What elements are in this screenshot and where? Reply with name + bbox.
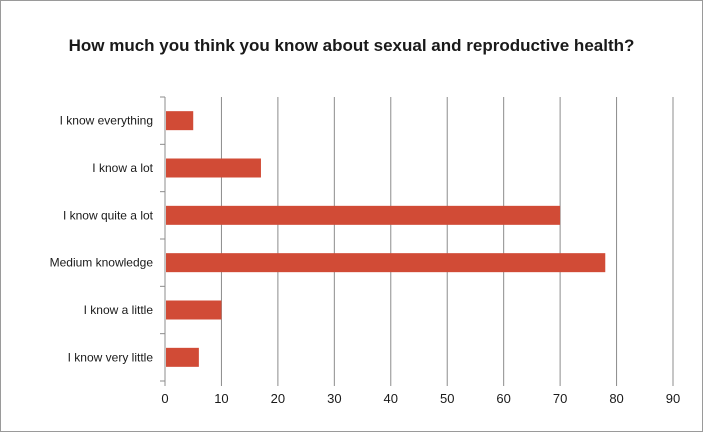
bars xyxy=(166,111,605,367)
x-tick-label: 10 xyxy=(214,391,228,406)
bar xyxy=(166,159,261,178)
bar xyxy=(166,206,560,225)
x-tick-label: 60 xyxy=(496,391,510,406)
axes xyxy=(160,97,673,386)
x-tick-label: 80 xyxy=(609,391,623,406)
bar xyxy=(166,301,221,320)
x-tick-label: 20 xyxy=(271,391,285,406)
bar xyxy=(166,111,193,130)
x-tick-label: 50 xyxy=(440,391,454,406)
bar xyxy=(166,348,199,367)
x-tick-label: 0 xyxy=(161,391,168,406)
category-label: I know a lot xyxy=(92,161,153,175)
category-label: I know everything xyxy=(60,114,153,128)
bar xyxy=(166,253,605,272)
x-tick-label: 70 xyxy=(553,391,567,406)
gridlines xyxy=(221,97,673,381)
category-label: I know a little xyxy=(84,303,154,317)
category-label: I know quite a lot xyxy=(63,208,154,222)
category-label: I know very little xyxy=(68,350,154,364)
category-label: Medium knowledge xyxy=(50,256,154,270)
x-tick-label: 30 xyxy=(327,391,341,406)
x-tick-label: 90 xyxy=(666,391,680,406)
x-tick-label: 40 xyxy=(384,391,398,406)
